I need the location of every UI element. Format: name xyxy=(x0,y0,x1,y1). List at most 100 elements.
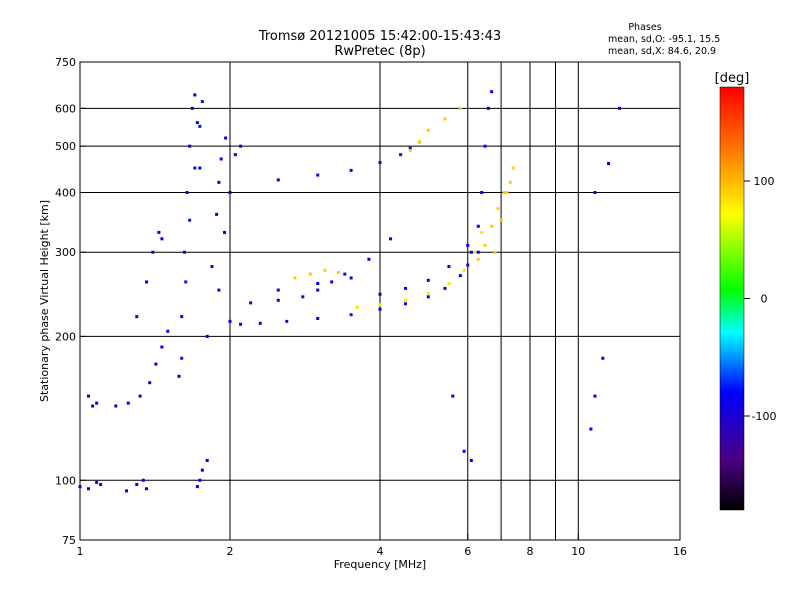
data-point xyxy=(233,153,237,157)
data-point xyxy=(473,250,477,254)
y-axis-label: Stationary phase Virtual Height [km] xyxy=(38,200,51,402)
data-point xyxy=(476,224,480,228)
data-point xyxy=(151,250,155,254)
colorbar xyxy=(719,86,745,511)
data-point xyxy=(138,394,142,398)
data-point xyxy=(308,272,312,276)
data-point xyxy=(200,100,204,104)
y-tick-label: 75 xyxy=(62,534,76,547)
data-point xyxy=(219,157,223,161)
data-point xyxy=(483,144,487,148)
data-point xyxy=(180,356,184,360)
data-point xyxy=(190,106,194,110)
data-point xyxy=(184,280,188,284)
y-axis-ticks: 75 100 200 300 400 500 600 750 xyxy=(55,56,86,547)
data-point xyxy=(114,404,118,408)
x-tick-label: 6 xyxy=(464,545,471,558)
data-point xyxy=(367,257,371,261)
data-point xyxy=(483,243,487,247)
data-point xyxy=(330,280,334,284)
data-point xyxy=(86,487,90,491)
data-point xyxy=(198,124,202,128)
data-point xyxy=(276,288,280,292)
data-point xyxy=(403,302,407,306)
data-point xyxy=(135,315,139,319)
data-point xyxy=(177,374,181,378)
chart-title-line2: RwPretec (8p) xyxy=(334,44,425,59)
data-point xyxy=(95,401,99,405)
data-point xyxy=(148,381,152,385)
data-point xyxy=(349,313,353,317)
data-point xyxy=(210,265,214,269)
data-point xyxy=(228,190,232,194)
data-point xyxy=(426,291,430,295)
data-point xyxy=(160,237,164,241)
data-point xyxy=(200,468,204,472)
data-point xyxy=(316,288,320,292)
data-point xyxy=(316,173,320,177)
data-point xyxy=(185,190,189,194)
data-point xyxy=(462,449,466,453)
data-point xyxy=(408,148,412,152)
x-tick-label: 16 xyxy=(673,545,687,558)
data-point xyxy=(239,144,243,148)
y-tick-label: 100 xyxy=(55,474,76,487)
data-point xyxy=(480,230,484,234)
data-point xyxy=(505,190,509,194)
data-point xyxy=(193,166,197,170)
data-point xyxy=(301,295,305,299)
data-point xyxy=(499,218,503,222)
stats-heading: Phases xyxy=(628,22,661,33)
data-point xyxy=(157,230,161,234)
data-point xyxy=(607,161,611,165)
data-point xyxy=(99,482,103,486)
stats-line-x: mean, sd,X: 84.6, 20.9 xyxy=(608,46,716,57)
data-point xyxy=(293,276,297,280)
data-point xyxy=(490,90,494,94)
data-point xyxy=(511,166,515,170)
data-point xyxy=(589,427,593,431)
data-point xyxy=(285,319,289,323)
data-point xyxy=(399,153,403,157)
data-point xyxy=(141,478,145,482)
data-point xyxy=(160,345,164,349)
x-tick-label: 1 xyxy=(77,545,84,558)
data-point xyxy=(601,356,605,360)
data-point xyxy=(378,303,382,307)
stats-line-o: mean, sd,O: -95.1, 15.5 xyxy=(608,34,720,45)
data-point xyxy=(224,136,228,140)
data-point xyxy=(258,321,262,325)
data-point xyxy=(443,117,447,121)
data-point xyxy=(447,265,451,269)
colorbar-ticks: 100 0 -100 xyxy=(744,175,776,423)
data-point xyxy=(276,298,280,302)
data-point xyxy=(486,106,490,110)
data-point xyxy=(217,288,221,292)
data-point xyxy=(343,272,347,276)
data-point xyxy=(205,458,209,462)
data-point xyxy=(195,121,199,125)
colorbar-tick-label: 0 xyxy=(761,293,768,306)
data-point xyxy=(205,334,209,338)
data-point xyxy=(593,394,597,398)
data-point xyxy=(180,315,184,319)
colorbar-tick-label: 100 xyxy=(754,175,775,188)
data-point xyxy=(502,190,506,194)
data-point xyxy=(458,274,462,278)
data-point xyxy=(336,271,340,275)
data-point xyxy=(316,282,320,286)
data-point xyxy=(476,250,480,254)
data-point xyxy=(389,237,393,241)
data-point xyxy=(618,106,622,110)
x-axis-label: Frequency [MHz] xyxy=(334,558,426,571)
data-point xyxy=(198,478,202,482)
data-point xyxy=(417,140,421,144)
y-tick-label: 750 xyxy=(55,56,76,69)
y-tick-label: 600 xyxy=(55,102,76,115)
data-point xyxy=(469,250,473,254)
data-point xyxy=(145,280,149,284)
data-point xyxy=(403,298,407,302)
colorbar-label: [deg] xyxy=(715,71,750,86)
data-point xyxy=(458,106,462,110)
